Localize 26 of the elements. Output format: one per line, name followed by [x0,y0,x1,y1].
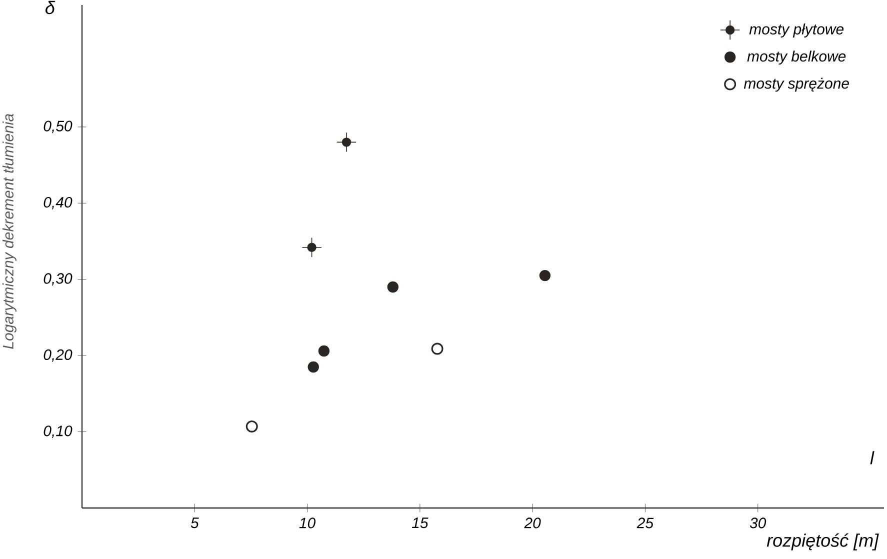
y-tick-label: 0,30 [44,273,72,286]
point [246,420,258,432]
text: δ [46,0,56,14]
y-axis-title: Logarytmiczny dekrement tłumienia [2,114,16,349]
x-axis-title: rozpiętość [m] [766,533,879,550]
point [318,345,330,357]
point [308,361,319,373]
x-tick-label: 10 [299,518,316,528]
annotation: l [870,451,874,464]
point [387,281,398,293]
x-tick-label: 20 [524,518,541,528]
x-tick-label: 15 [412,518,428,528]
legend-label: mosty sprężone [744,78,849,92]
point [302,237,322,258]
point [431,342,444,355]
x-tick-label: 5 [190,518,199,528]
point [336,132,356,152]
legend-label: mosty płytowe [749,23,844,38]
x-tick-label: 30 [750,518,766,528]
legend-label: mosty belkowe [747,50,846,65]
y-tick-label: 0,40 [44,196,72,210]
point [539,270,551,282]
y-tick-label: 0,20 [44,349,72,362]
x-tick-label: 25 [636,518,654,528]
y-tick-label: 0,10 [44,426,72,438]
y-tick-label: 0,50 [44,120,72,134]
